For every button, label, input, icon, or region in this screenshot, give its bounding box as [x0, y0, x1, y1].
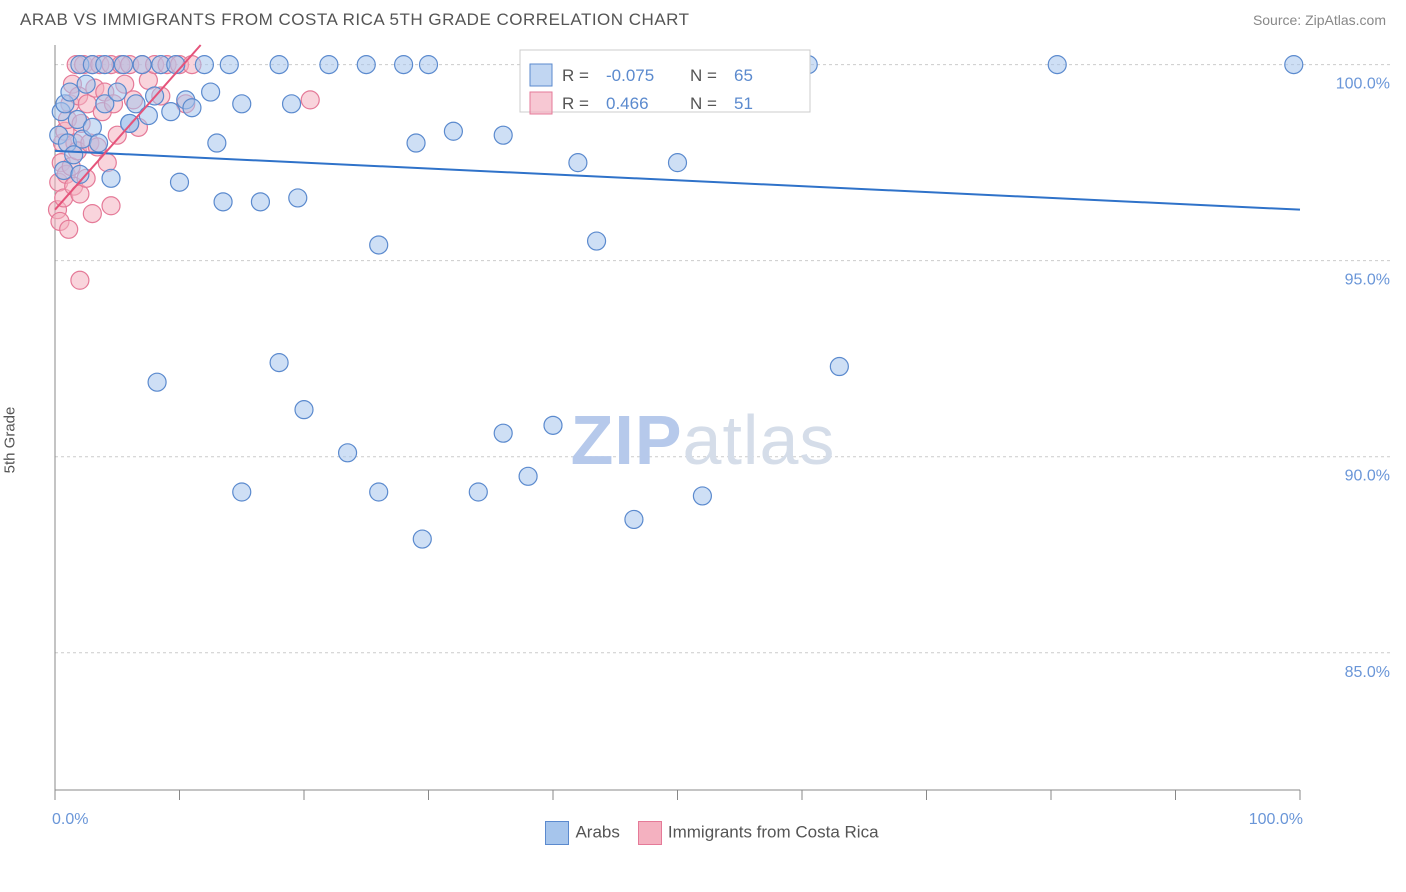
- scatter-chart: 85.0%90.0%95.0%100.0%0.0%100.0%R =-0.075…: [0, 30, 1406, 850]
- svg-text:N =: N =: [690, 66, 717, 85]
- svg-text:N =: N =: [690, 94, 717, 113]
- chart-header: ARAB VS IMMIGRANTS FROM COSTA RICA 5TH G…: [0, 0, 1406, 30]
- svg-text:95.0%: 95.0%: [1345, 272, 1390, 289]
- svg-text:51: 51: [734, 94, 753, 113]
- legend-label: Arabs: [575, 822, 619, 841]
- legend-label: Immigrants from Costa Rica: [668, 822, 879, 841]
- source-label: Source: ZipAtlas.com: [1253, 12, 1386, 28]
- y-axis-label: 5th Grade: [2, 407, 19, 474]
- chart-title: ARAB VS IMMIGRANTS FROM COSTA RICA 5TH G…: [20, 10, 690, 30]
- svg-text:-0.075: -0.075: [606, 66, 654, 85]
- legend-swatch: [638, 821, 662, 845]
- svg-text:R =: R =: [562, 94, 589, 113]
- svg-text:65: 65: [734, 66, 753, 85]
- chart-area: 5th Grade 85.0%90.0%95.0%100.0%0.0%100.0…: [0, 30, 1406, 850]
- svg-text:R =: R =: [562, 66, 589, 85]
- svg-text:0.466: 0.466: [606, 94, 649, 113]
- svg-text:90.0%: 90.0%: [1345, 468, 1390, 485]
- svg-text:85.0%: 85.0%: [1345, 664, 1390, 681]
- legend-swatch: [545, 821, 569, 845]
- svg-text:100.0%: 100.0%: [1336, 76, 1390, 93]
- bottom-legend: Arabs Immigrants from Costa Rica: [0, 821, 1406, 845]
